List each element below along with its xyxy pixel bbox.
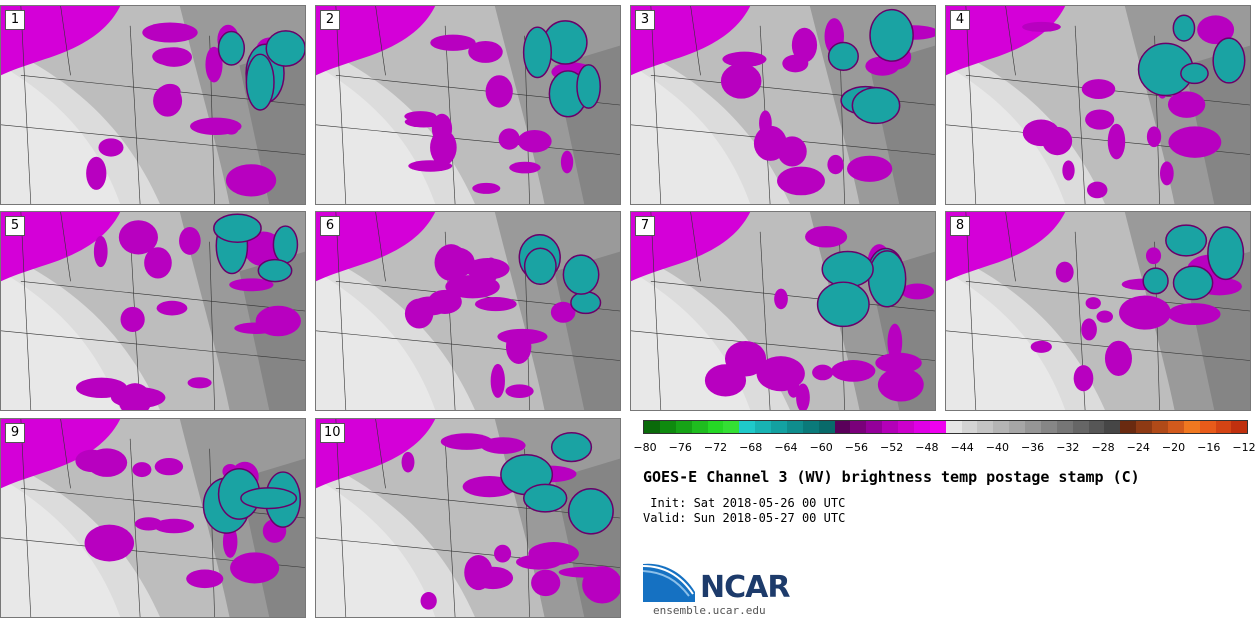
colorbar-tick-label: −64 bbox=[774, 441, 798, 454]
colorbar-tick-label: −48 bbox=[915, 441, 939, 454]
website-url: ensemble.ucar.edu bbox=[653, 604, 766, 617]
colorbar-tick-label: −72 bbox=[703, 441, 728, 454]
panel-number: 5 bbox=[5, 216, 25, 236]
colorbar-segment bbox=[675, 421, 692, 433]
colorbar-ticks: −80 −76 −72 −68 −64 −60 −56 −52 −48 −44 −40 −36 −32−… bbox=[633, 437, 1255, 457]
colorbar-segment bbox=[644, 421, 660, 433]
colorbar-segment bbox=[945, 421, 962, 433]
stamp-panel-8: 8 bbox=[945, 211, 1251, 411]
stamp-panel-3: 3 bbox=[630, 5, 936, 205]
colorbar-segment bbox=[1072, 421, 1089, 433]
colorbar-segment bbox=[977, 421, 994, 433]
colorbar-segment bbox=[929, 421, 946, 433]
logo-text: NCAR bbox=[700, 570, 790, 605]
colorbar-segment bbox=[1183, 421, 1200, 433]
colorbar-segment bbox=[913, 421, 930, 433]
colorbar-segment bbox=[1231, 421, 1248, 433]
wv-map-2 bbox=[316, 6, 620, 204]
wv-map-10 bbox=[316, 419, 620, 617]
stamp-panel-7: 7 bbox=[630, 211, 936, 411]
panel-number: 10 bbox=[320, 423, 345, 443]
panel-number: 2 bbox=[320, 10, 340, 30]
wv-map-3 bbox=[631, 6, 935, 204]
colorbar-segment bbox=[1167, 421, 1184, 433]
wv-map-5 bbox=[1, 212, 305, 410]
colorbar-tick-label: −20 bbox=[1161, 441, 1186, 454]
stamp-panel-6: 6 bbox=[315, 211, 621, 411]
colorbar-tick-label: −12 bbox=[1232, 441, 1256, 454]
colorbar-segment bbox=[818, 421, 835, 433]
colorbar-segment bbox=[1056, 421, 1073, 433]
colorbar-tick-label: −68 bbox=[739, 441, 763, 454]
colorbar-tick-label: −56 bbox=[844, 441, 869, 454]
figure-title: GOES-E Channel 3 (WV) brightness temp po… bbox=[643, 468, 1140, 486]
colorbar-segment bbox=[1025, 421, 1041, 433]
colorbar-segment bbox=[723, 421, 740, 433]
colorbar bbox=[643, 420, 1248, 434]
wv-map-9 bbox=[1, 419, 305, 617]
colorbar-tick-label: −16 bbox=[1197, 441, 1221, 454]
colorbar-segment bbox=[1009, 421, 1025, 433]
stamp-panel-5: 5 bbox=[0, 211, 306, 411]
colorbar-segment bbox=[1088, 421, 1105, 433]
colorbar-segment bbox=[739, 421, 756, 433]
wv-map-4 bbox=[946, 6, 1250, 204]
colorbar-segment bbox=[961, 421, 978, 433]
colorbar-segment bbox=[1040, 421, 1057, 433]
colorbar-segment bbox=[1136, 421, 1152, 433]
colorbar-segment bbox=[866, 421, 883, 433]
panel-number: 8 bbox=[950, 216, 970, 236]
stamp-panel-2: 2 bbox=[315, 5, 621, 205]
colorbar-segment bbox=[771, 421, 787, 433]
panel-number: 9 bbox=[5, 423, 25, 443]
panel-number: 3 bbox=[635, 10, 655, 30]
colorbar-tick-label: −80 bbox=[633, 441, 657, 454]
colorbar-segment bbox=[834, 421, 851, 433]
colorbar-segment bbox=[850, 421, 867, 433]
colorbar-tick-label: −40 bbox=[985, 441, 1009, 454]
colorbar-segment bbox=[1215, 421, 1232, 433]
colorbar-segment bbox=[691, 421, 708, 433]
wv-map-7 bbox=[631, 212, 935, 410]
colorbar-segment bbox=[1152, 421, 1168, 433]
stamp-panel-4: 4 bbox=[945, 5, 1251, 205]
panel-number: 1 bbox=[5, 10, 25, 30]
colorbar-tick-label: −32 bbox=[1056, 441, 1080, 454]
wv-map-1 bbox=[1, 6, 305, 204]
valid-time: Valid: Sun 2018-05-27 00 UTC bbox=[643, 511, 846, 525]
colorbar-segment bbox=[755, 421, 771, 433]
colorbar-segment bbox=[1104, 421, 1121, 433]
ncar-logo-icon bbox=[643, 563, 695, 602]
colorbar-segment bbox=[707, 421, 724, 433]
stamp-panel-9: 9 bbox=[0, 418, 306, 618]
colorbar-segment bbox=[882, 421, 898, 433]
panel-number: 7 bbox=[635, 216, 655, 236]
colorbar-tick-label: −60 bbox=[809, 441, 833, 454]
stamp-panel-1: 1 bbox=[0, 5, 306, 205]
colorbar-tick-label: −44 bbox=[950, 441, 974, 454]
colorbar-segment bbox=[993, 421, 1010, 433]
wv-map-8 bbox=[946, 212, 1250, 410]
colorbar-tick-label: −76 bbox=[668, 441, 692, 454]
stamp-panel-10: 10 bbox=[315, 418, 621, 618]
colorbar-segment bbox=[802, 421, 819, 433]
colorbar-segment bbox=[786, 421, 803, 433]
colorbar-tick-label: −36 bbox=[1020, 441, 1045, 454]
panel-number: 6 bbox=[320, 216, 340, 236]
panel-number: 4 bbox=[950, 10, 970, 30]
colorbar-segment bbox=[659, 421, 676, 433]
colorbar-segment bbox=[898, 421, 914, 433]
colorbar-segment bbox=[1120, 421, 1137, 433]
wv-map-6 bbox=[316, 212, 620, 410]
colorbar-tick-label: −52 bbox=[880, 441, 904, 454]
colorbar-segment bbox=[1199, 421, 1216, 433]
colorbar-tick-label: −24 bbox=[1126, 441, 1150, 454]
colorbar-tick-label: −28 bbox=[1091, 441, 1115, 454]
init-time: Init: Sat 2018-05-26 00 UTC bbox=[643, 496, 846, 510]
